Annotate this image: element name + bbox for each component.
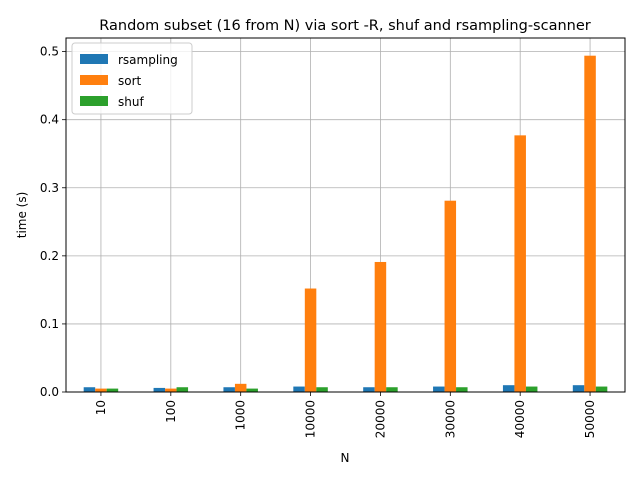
legend-label: rsampling bbox=[118, 53, 178, 67]
bar-rsampling bbox=[293, 386, 305, 392]
x-tick-label: 100 bbox=[164, 400, 178, 423]
bar-shuf bbox=[316, 387, 328, 392]
ticks: 10 100 1000 10000 20000 30000 40000 50000 0.0 0.1… bbox=[40, 45, 597, 439]
bar-sort bbox=[374, 261, 387, 392]
y-tick-label: 0.5 bbox=[40, 45, 59, 59]
y-tick-label: 0.1 bbox=[40, 317, 59, 331]
bar-shuf bbox=[525, 386, 538, 392]
plot-frame bbox=[65, 37, 626, 393]
bar-shuf bbox=[246, 388, 258, 392]
legend: rsampling sort shuf bbox=[71, 42, 193, 115]
y-tick-label: 0.4 bbox=[40, 113, 59, 127]
bar-shuf bbox=[106, 388, 119, 392]
bar-rsampling bbox=[153, 387, 166, 392]
bar-sort bbox=[304, 288, 317, 392]
y-axis-label: time (s) bbox=[15, 192, 29, 239]
bar-rsampling bbox=[433, 386, 445, 392]
bar-shuf bbox=[176, 387, 189, 392]
legend-label: sort bbox=[118, 74, 142, 88]
y-tick-label: 0.3 bbox=[40, 181, 59, 195]
x-tick-label: 20000 bbox=[373, 400, 387, 438]
bar-sort bbox=[514, 135, 526, 392]
x-tick-label: 1000 bbox=[234, 400, 248, 431]
bar-sort bbox=[165, 388, 177, 392]
bar-sort bbox=[444, 200, 457, 392]
legend-swatch bbox=[80, 96, 108, 106]
legend-label: shuf bbox=[118, 95, 144, 109]
legend-swatch bbox=[80, 54, 108, 64]
bar-rsampling bbox=[223, 387, 235, 392]
y-tick-label: 0.2 bbox=[40, 249, 59, 263]
bars bbox=[83, 55, 608, 392]
legend-swatch bbox=[80, 75, 108, 85]
x-tick-label: 10 bbox=[94, 400, 108, 415]
bar-sort bbox=[234, 383, 247, 392]
bar-rsampling bbox=[363, 387, 375, 392]
bar-rsampling bbox=[83, 387, 96, 392]
bar-rsampling bbox=[502, 385, 515, 392]
x-tick-label: 30000 bbox=[443, 400, 457, 438]
x-axis-label: N bbox=[341, 451, 350, 465]
chart-title: Random subset (16 from N) via sort -R, s… bbox=[99, 18, 591, 34]
bar-rsampling bbox=[572, 385, 585, 392]
y-tick-label: 0.0 bbox=[40, 385, 59, 399]
bar-shuf bbox=[595, 386, 608, 392]
bar-sort bbox=[584, 55, 596, 392]
x-tick-label: 40000 bbox=[513, 400, 527, 438]
bar-shuf bbox=[386, 387, 398, 392]
x-tick-label: 50000 bbox=[583, 400, 597, 438]
bar-shuf bbox=[456, 387, 468, 392]
bar-sort bbox=[95, 388, 107, 392]
x-tick-label: 10000 bbox=[304, 400, 318, 438]
